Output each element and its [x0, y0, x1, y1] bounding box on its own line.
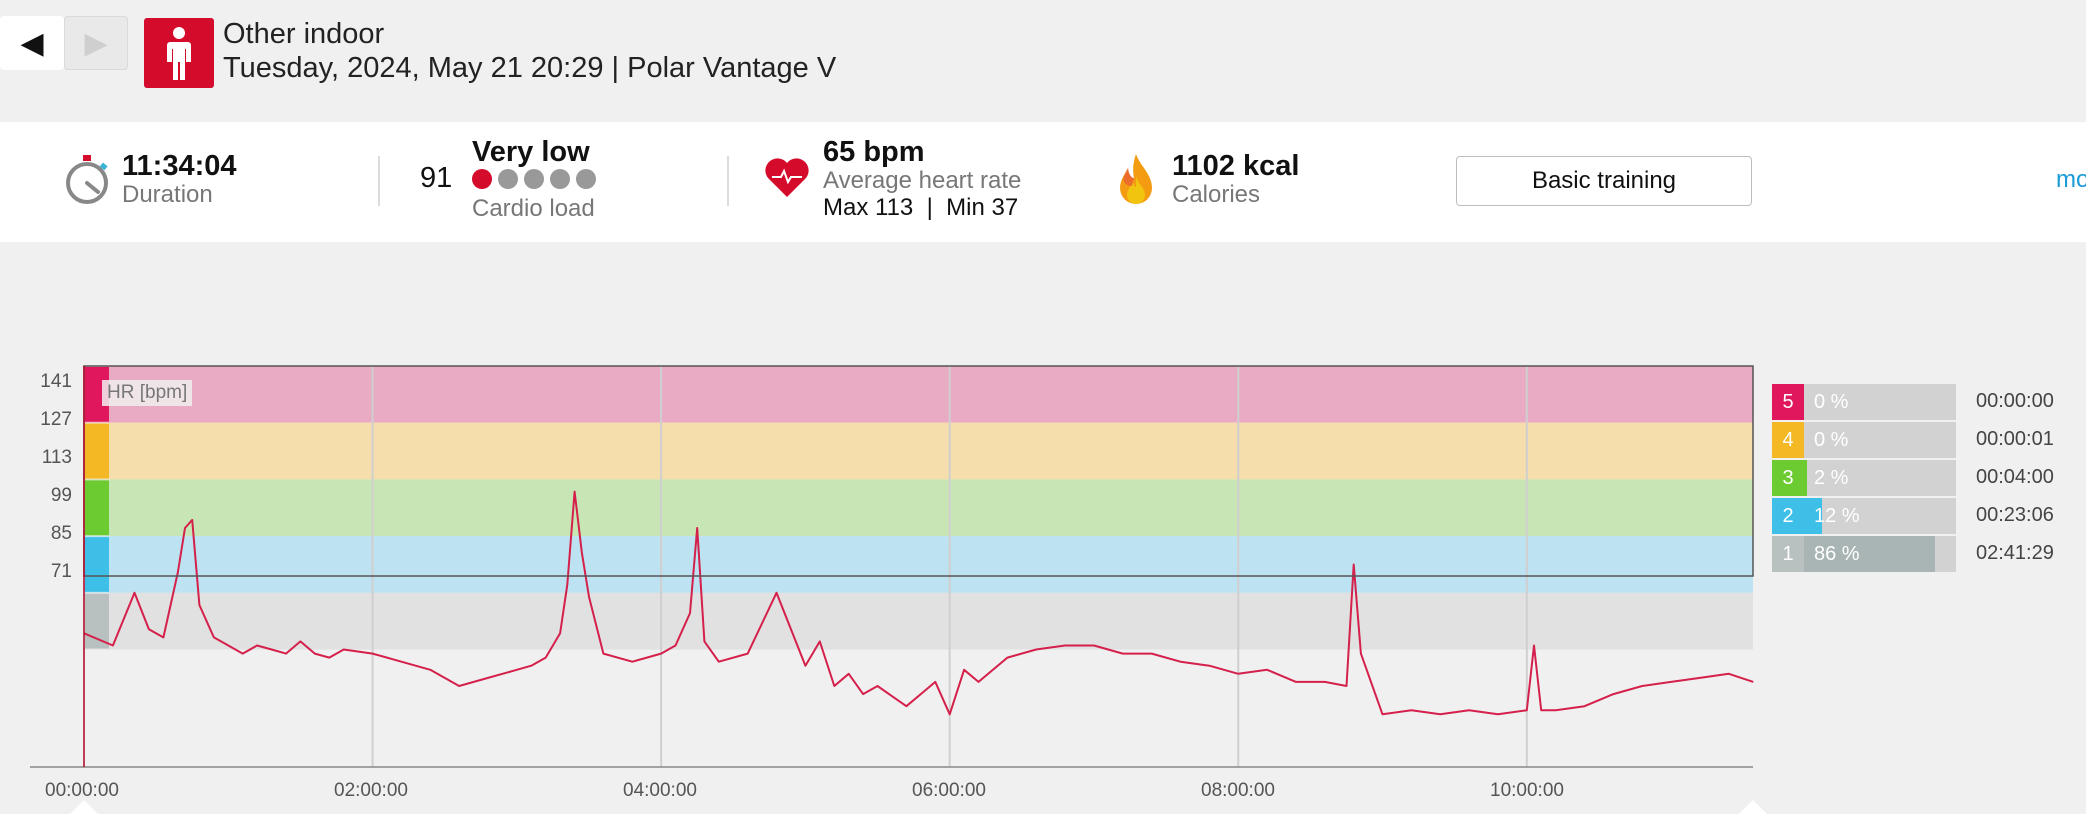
avg-heart-rate-label: Average heart rate	[823, 167, 1022, 194]
x-tick-label: 02:00:00	[334, 780, 408, 801]
y-tick-label: 113	[41, 447, 72, 468]
zone-bar-fill	[1804, 536, 1935, 572]
zone-percent: 0 %	[1814, 390, 1849, 413]
arrow-right-icon: ▶	[84, 26, 108, 60]
cardio-load-label: Cardio load	[472, 195, 595, 222]
x-tick-label: 00:00:00	[45, 780, 119, 801]
y-tick-label: 85	[50, 523, 72, 544]
zone-percent: 86 %	[1814, 542, 1860, 565]
calories-label: Calories	[1172, 181, 1261, 208]
heart-rate-line	[83, 490, 1754, 716]
zone-1-time: 02:41:29	[1976, 542, 2054, 564]
next-session-button[interactable]: ▶	[64, 16, 128, 70]
zone-number: 1	[1772, 536, 1804, 572]
hr-zone-4-swatch	[85, 423, 109, 479]
cardio-load-dot	[576, 169, 596, 189]
hr-zone-4-band	[84, 422, 1753, 480]
cardio-load-dot	[524, 169, 544, 189]
x-tick-label: 04:00:00	[623, 780, 697, 801]
x-tick-label: 10:00:00	[1490, 780, 1564, 801]
session-header: ◀ ▶ Other indoor Tuesday, 2024, May 21 2…	[0, 0, 2086, 120]
heart-rate-chart-area: HR [bpm] 141 127 113 99 85 71 00:00:00 0…	[0, 242, 2086, 814]
timeline-handle-right-icon[interactable]	[1739, 800, 1767, 814]
zone-3-row[interactable]: 3 2 %	[1772, 460, 1956, 496]
summary-bar: 11:34:04 Duration 91 Very low Cardio loa…	[0, 122, 2086, 242]
y-tick-label: 141	[40, 371, 72, 392]
zone-3-time: 00:04:00	[1976, 466, 2054, 488]
calories-value: 1102 kcal	[1172, 150, 1300, 182]
zone-number: 4	[1772, 422, 1804, 458]
y-tick-label: 99	[50, 485, 72, 506]
sport-person-icon	[144, 18, 214, 88]
zone-5-row[interactable]: 5 0 %	[1772, 384, 1956, 420]
hr-zone-2-band	[84, 536, 1753, 593]
duration-value: 11:34:04	[122, 150, 237, 182]
timeline-handle-left-icon[interactable]	[70, 800, 98, 814]
zone-number: 2	[1772, 498, 1804, 534]
cardio-load-dot	[498, 169, 518, 189]
session-date-device: Tuesday, 2024, May 21 20:29 | Polar Vant…	[223, 52, 837, 84]
hr-zone-3-band	[84, 479, 1753, 537]
cardio-load-level: Very low	[472, 136, 590, 168]
cardio-load-dot	[550, 169, 570, 189]
stopwatch-icon	[64, 154, 110, 211]
heart-rate-max-min: Max 113 | Min 37	[823, 194, 1019, 221]
divider	[378, 156, 380, 206]
hr-zone-3-swatch	[85, 480, 109, 536]
zone-bar-fill	[1804, 498, 1823, 534]
hr-zone-2-swatch	[85, 537, 109, 592]
zone-bar-fill	[1804, 460, 1808, 496]
zone-2-time: 00:23:06	[1976, 504, 2054, 526]
y-tick-label: 127	[40, 409, 72, 430]
arrow-left-icon: ◀	[20, 26, 44, 60]
zone-percent: 12 %	[1814, 504, 1860, 527]
cardio-load-dots	[472, 169, 602, 191]
hr-zone-1-swatch	[85, 593, 109, 649]
divider	[727, 156, 729, 206]
zone-2-row[interactable]: 2 12 %	[1772, 498, 1956, 534]
zone-1-row[interactable]: 1 86 %	[1772, 536, 1956, 572]
zone-bar-track	[1804, 422, 1956, 458]
zone-percent: 0 %	[1814, 428, 1849, 451]
duration-label: Duration	[122, 181, 213, 208]
heart-icon	[764, 156, 810, 203]
zone-4-time: 00:00:01	[1976, 428, 2054, 450]
previous-session-button[interactable]: ◀	[0, 16, 64, 70]
cardio-load-dot	[472, 169, 492, 189]
y-tick-label: 71	[50, 561, 72, 582]
x-tick-label: 08:00:00	[1201, 780, 1275, 801]
zone-4-row[interactable]: 4 0 %	[1772, 422, 1956, 458]
zone-bar-track	[1804, 460, 1956, 496]
training-benefit-button[interactable]: Basic training	[1456, 156, 1752, 206]
zone-bar-track	[1804, 384, 1956, 420]
heart-rate-chart	[30, 365, 1767, 814]
hr-zone-5-band	[84, 366, 1753, 423]
cardio-load-value: 91	[420, 162, 453, 194]
more-link[interactable]: mo	[2056, 166, 2086, 193]
sport-name: Other indoor	[223, 18, 385, 50]
chart-y-label: HR [bpm]	[102, 380, 193, 406]
zone-number: 3	[1772, 460, 1804, 496]
flame-icon	[1116, 152, 1156, 213]
zone-percent: 2 %	[1814, 466, 1849, 489]
zone-bar-track	[1804, 498, 1956, 534]
zone-5-time: 00:00:00	[1976, 390, 2054, 412]
zone-number: 5	[1772, 384, 1804, 420]
hr-zone-1-band	[84, 592, 1753, 650]
x-tick-label: 06:00:00	[912, 780, 986, 801]
avg-heart-rate-value: 65 bpm	[823, 136, 925, 168]
